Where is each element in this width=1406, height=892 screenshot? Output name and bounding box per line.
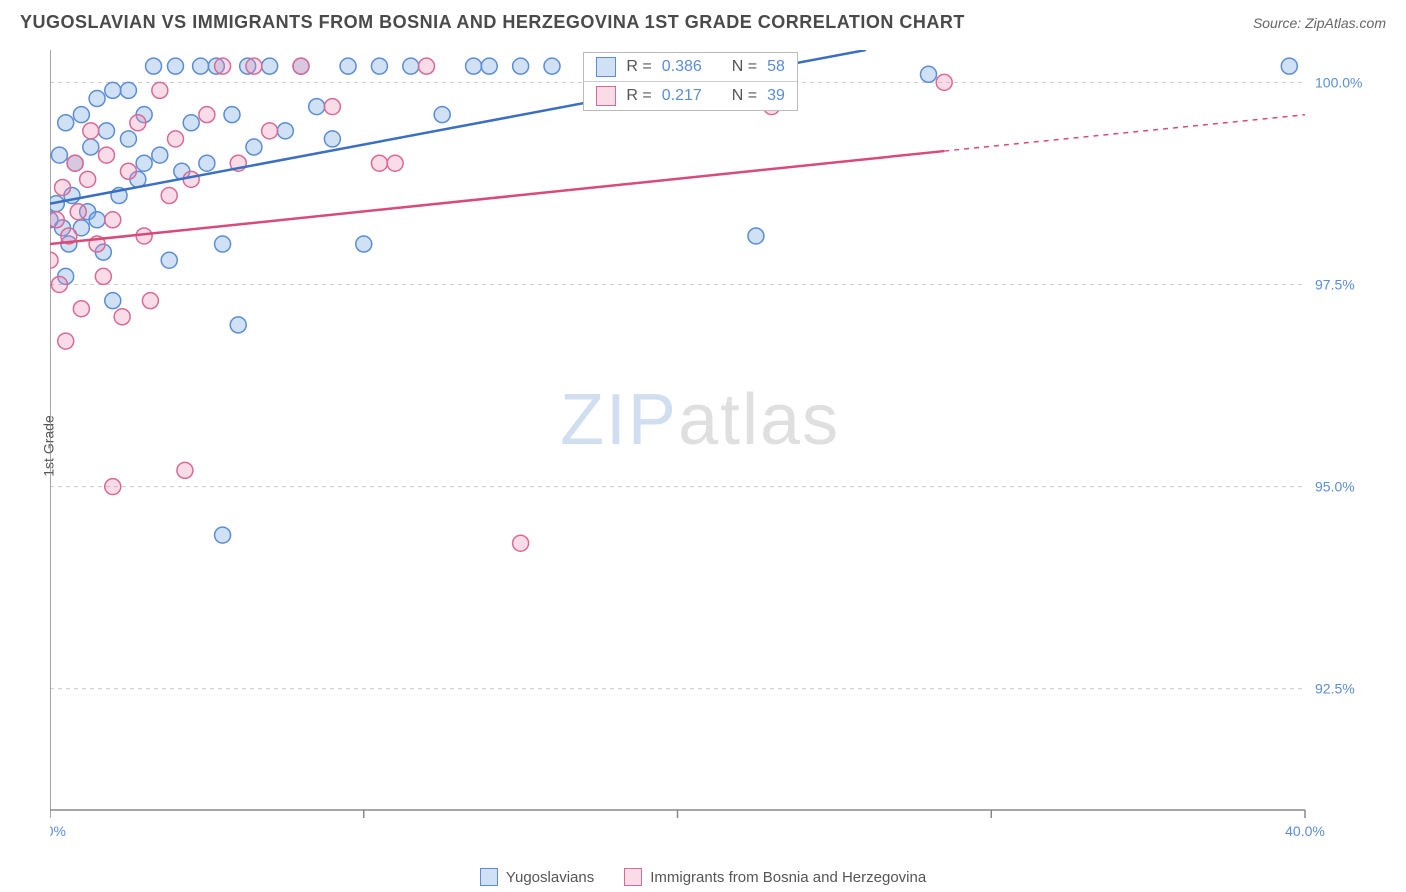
yugo-point xyxy=(1281,58,1297,74)
yugo-point xyxy=(146,58,162,74)
bosnia-point xyxy=(51,276,67,292)
scatter-chart: 92.5% 95.0% 97.5% 100.0% 0.0% 40.0% xyxy=(50,50,1365,850)
yugo-point xyxy=(105,82,121,98)
bosnia-point xyxy=(73,301,89,317)
chart-area: 92.5%95.0%97.5%100.0%0.0%40.0% ZIPatlas … xyxy=(50,50,1350,820)
bosnia-point xyxy=(50,212,64,228)
bosnia-point xyxy=(936,74,952,90)
bosnia-point xyxy=(105,479,121,495)
yugo-point xyxy=(262,58,278,74)
bosnia-point xyxy=(114,309,130,325)
bosnia-point xyxy=(215,58,231,74)
stats-row-bosnia: R =0.217N =39 xyxy=(584,82,797,110)
yugo-point xyxy=(340,58,356,74)
yugo-legend-swatch xyxy=(480,868,498,886)
legend: Yugoslavians Immigrants from Bosnia and H… xyxy=(0,868,1406,886)
bosnia-point xyxy=(120,163,136,179)
yugo-point xyxy=(277,123,293,139)
yugo-point xyxy=(403,58,419,74)
yugo-point xyxy=(83,139,99,155)
bosnia-point xyxy=(83,123,99,139)
bosnia-point xyxy=(177,462,193,478)
yugo-point xyxy=(193,58,209,74)
bosnia-point xyxy=(262,123,278,139)
svg-text:40.0%: 40.0% xyxy=(1285,823,1325,839)
yugo-point xyxy=(246,139,262,155)
bosnia-point xyxy=(371,155,387,171)
yugo-point xyxy=(466,58,482,74)
yugo-point xyxy=(434,107,450,123)
yugo-point xyxy=(513,58,529,74)
yugo-point xyxy=(921,66,937,82)
legend-item-bosnia: Immigrants from Bosnia and Herzegovina xyxy=(624,868,926,886)
bosnia-point xyxy=(142,293,158,309)
yugo-point xyxy=(51,147,67,163)
yugo-point xyxy=(161,252,177,268)
bosnia-point xyxy=(246,58,262,74)
bosnia-point xyxy=(55,179,71,195)
yugo-point xyxy=(120,131,136,147)
bosnia-point xyxy=(95,268,111,284)
yugo-point xyxy=(544,58,560,74)
yugo-point xyxy=(89,212,105,228)
bosnia-point xyxy=(293,58,309,74)
bosnia-point xyxy=(183,171,199,187)
yugo-point xyxy=(356,236,372,252)
yugo-point xyxy=(215,236,231,252)
correlation-stats-box: R =0.386N =58R =0.217N =39 xyxy=(583,52,798,111)
bosnia-point xyxy=(168,131,184,147)
bosnia-trendline-ext xyxy=(944,115,1305,151)
bosnia-point xyxy=(387,155,403,171)
bosnia-point xyxy=(105,212,121,228)
yugo-point xyxy=(199,155,215,171)
stats-row-yugo: R =0.386N =58 xyxy=(584,53,797,82)
yugo-point xyxy=(230,317,246,333)
bosnia-point xyxy=(324,99,340,115)
svg-text:0.0%: 0.0% xyxy=(50,823,66,839)
bosnia-point xyxy=(152,82,168,98)
bosnia-point xyxy=(67,155,83,171)
yugo-point xyxy=(98,123,114,139)
bosnia-legend-label: Immigrants from Bosnia and Herzegovina xyxy=(650,869,926,886)
yugo-point xyxy=(324,131,340,147)
bosnia-point xyxy=(513,535,529,551)
yugo-point xyxy=(152,147,168,163)
svg-text:97.5%: 97.5% xyxy=(1315,276,1355,292)
yugo-swatch xyxy=(596,57,616,77)
bosnia-legend-swatch xyxy=(624,868,642,886)
yugo-point xyxy=(748,228,764,244)
yugo-point xyxy=(224,107,240,123)
bosnia-point xyxy=(161,188,177,204)
chart-title: YUGOSLAVIAN VS IMMIGRANTS FROM BOSNIA AN… xyxy=(20,12,965,33)
bosnia-point xyxy=(58,333,74,349)
bosnia-point xyxy=(50,252,58,268)
yugo-point xyxy=(183,115,199,131)
chart-source: Source: ZipAtlas.com xyxy=(1253,15,1386,31)
yugo-point xyxy=(215,527,231,543)
yugo-point xyxy=(58,115,74,131)
chart-header: YUGOSLAVIAN VS IMMIGRANTS FROM BOSNIA AN… xyxy=(0,0,1406,41)
yugo-point xyxy=(120,82,136,98)
yugo-point xyxy=(481,58,497,74)
bosnia-point xyxy=(130,115,146,131)
svg-text:100.0%: 100.0% xyxy=(1315,74,1362,90)
svg-text:95.0%: 95.0% xyxy=(1315,479,1355,495)
legend-item-yugo: Yugoslavians xyxy=(480,868,594,886)
yugo-point xyxy=(73,107,89,123)
bosnia-point xyxy=(419,58,435,74)
yugo-legend-label: Yugoslavians xyxy=(506,869,594,886)
svg-text:92.5%: 92.5% xyxy=(1315,681,1355,697)
bosnia-point xyxy=(80,171,96,187)
yugo-point xyxy=(105,293,121,309)
yugo-point xyxy=(136,155,152,171)
yugo-point xyxy=(168,58,184,74)
bosnia-point xyxy=(199,107,215,123)
bosnia-point xyxy=(70,204,86,220)
yugo-point xyxy=(89,91,105,107)
bosnia-swatch xyxy=(596,86,616,106)
yugo-point xyxy=(309,99,325,115)
bosnia-point xyxy=(98,147,114,163)
yugo-point xyxy=(371,58,387,74)
